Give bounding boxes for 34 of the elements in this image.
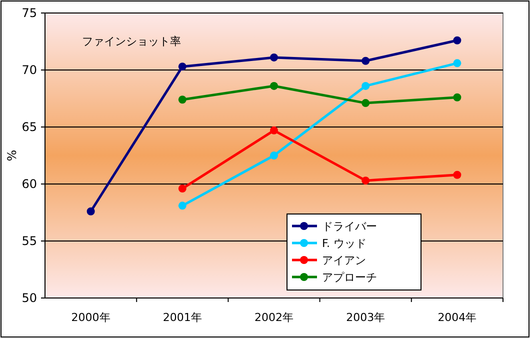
point bbox=[453, 59, 462, 68]
x-tick-label: 2000年 bbox=[71, 311, 110, 324]
y-tick-label: 55 bbox=[22, 234, 37, 248]
y-tick-label: 50 bbox=[22, 291, 37, 305]
x-tick-label: 2002年 bbox=[254, 311, 294, 324]
y-tick-label: 75 bbox=[22, 6, 37, 20]
point bbox=[453, 93, 462, 102]
legend-label: アイアン bbox=[322, 254, 366, 267]
y-axis-title: % bbox=[5, 150, 19, 162]
x-tick-label: 2004年 bbox=[438, 311, 477, 324]
annotation: ファインショット率 bbox=[82, 35, 181, 48]
legend-label: ドライバー bbox=[322, 220, 377, 233]
point bbox=[362, 99, 370, 108]
point bbox=[270, 152, 278, 160]
x-tick-label: 2001年 bbox=[162, 311, 202, 324]
x-tick-label: 2003年 bbox=[346, 311, 386, 324]
legend-label: アプローチ bbox=[322, 271, 377, 284]
point bbox=[178, 202, 186, 210]
point bbox=[453, 170, 462, 179]
point bbox=[270, 126, 278, 134]
point bbox=[86, 207, 95, 216]
y-tick-label: 65 bbox=[22, 120, 37, 134]
point bbox=[178, 62, 186, 71]
point bbox=[270, 53, 278, 62]
point bbox=[453, 36, 462, 44]
point bbox=[178, 96, 186, 104]
y-tick-label: 70 bbox=[22, 63, 37, 77]
y-tick-label: 60 bbox=[22, 177, 37, 191]
point bbox=[270, 82, 278, 90]
point bbox=[362, 176, 370, 185]
legend-label: F. ウッド bbox=[322, 237, 367, 250]
point bbox=[362, 82, 370, 90]
point bbox=[178, 184, 186, 193]
point bbox=[362, 56, 370, 65]
